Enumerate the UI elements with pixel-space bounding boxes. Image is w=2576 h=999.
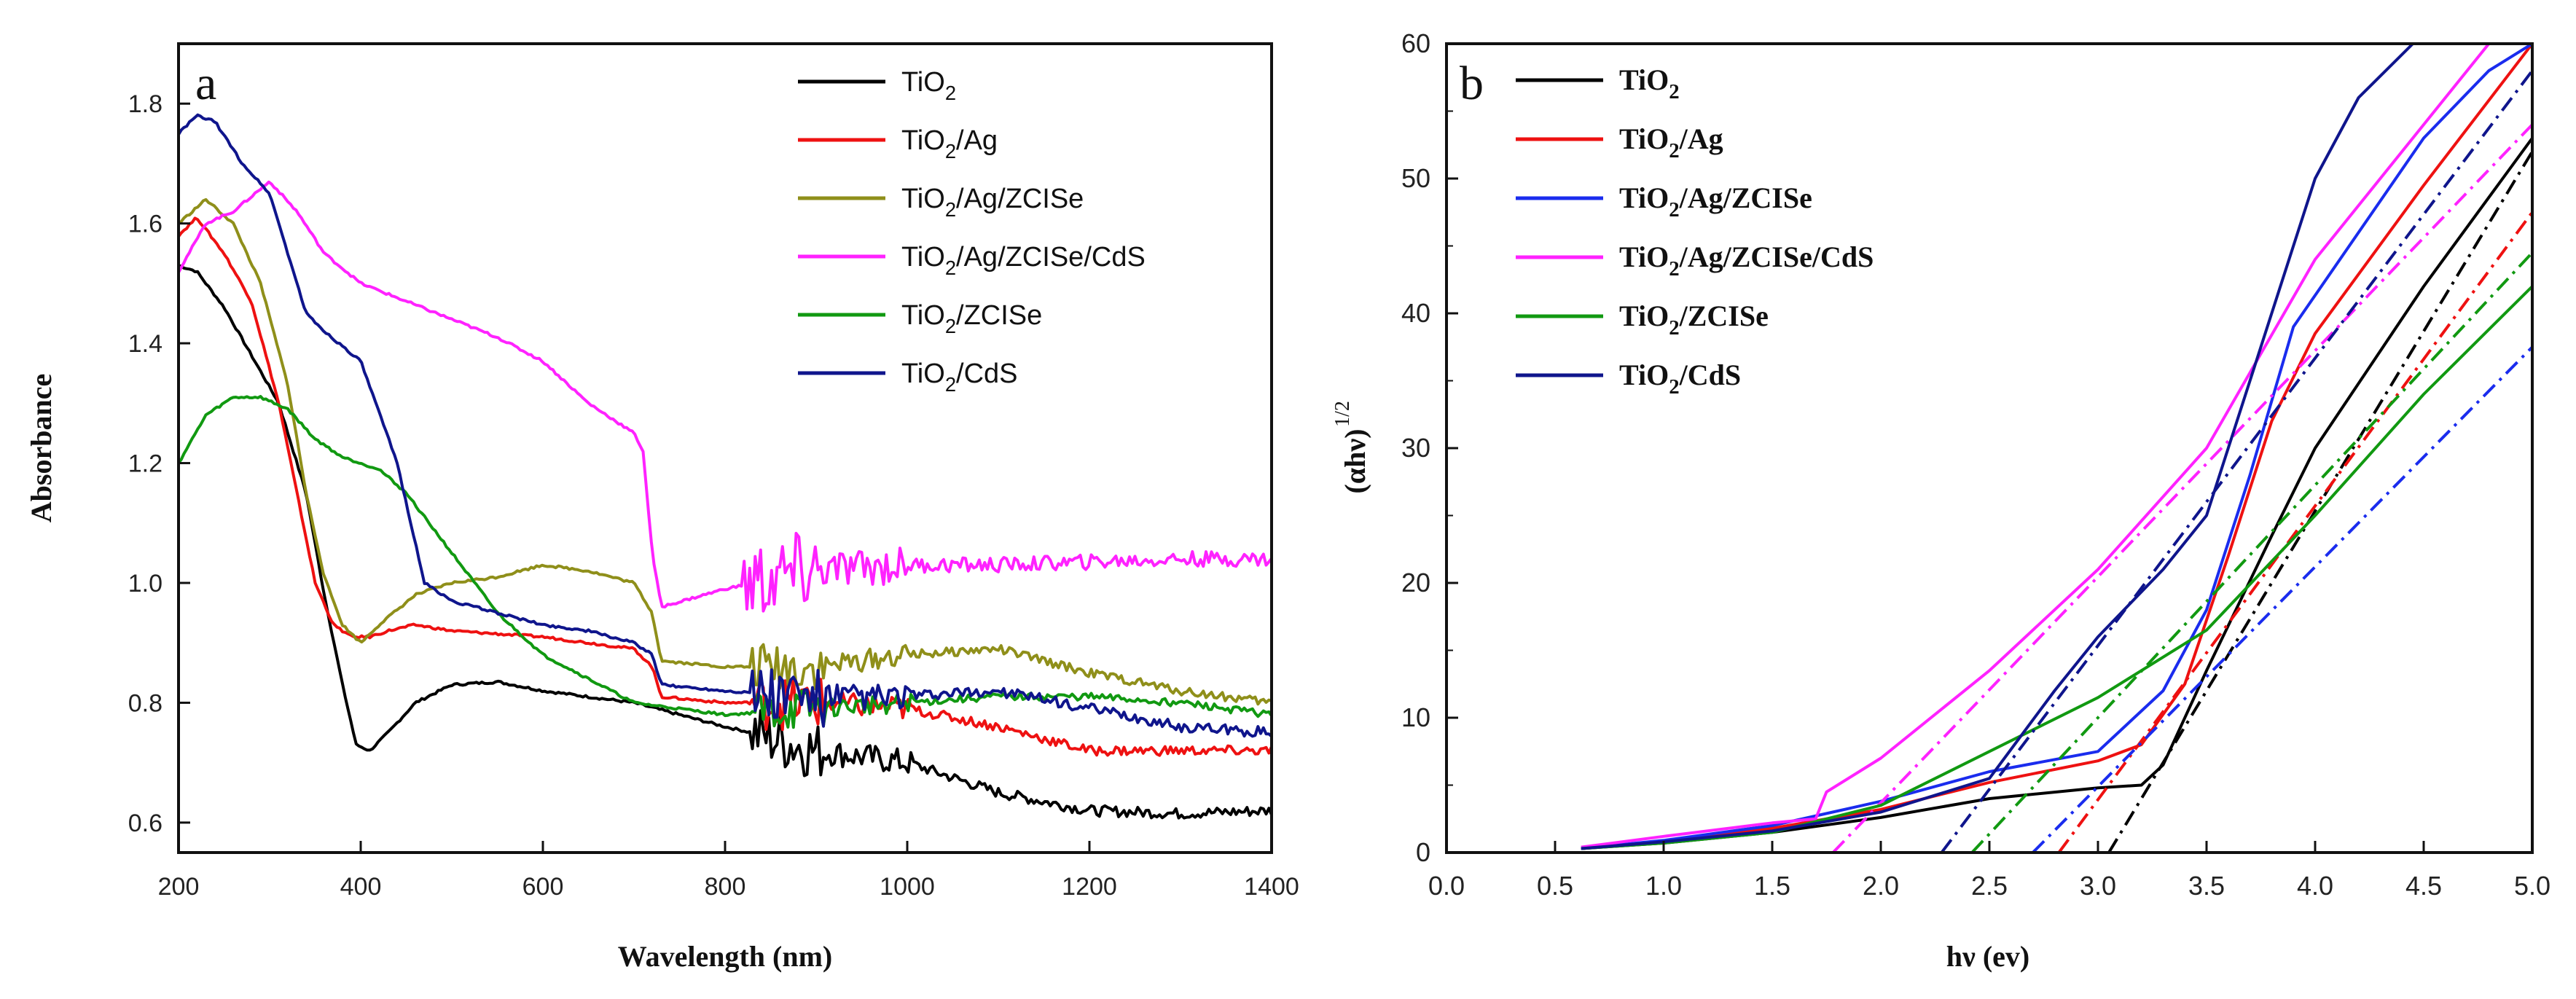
panel-a-y-tick-label-4: 1.4 <box>128 330 163 358</box>
panel-b-fit-line-tio2-ag-zcise-cds <box>1831 123 2532 853</box>
panel-b-series-line-tio2-ag <box>1581 44 2532 850</box>
panel-a-x-tick-label-4: 1000 <box>880 873 935 901</box>
panel-b-fit-line-tio2-cds <box>1940 69 2532 853</box>
panel-b-y-tick-label-6: 60 <box>1401 28 1430 58</box>
panel-b-series-line-tio2-cds <box>1581 44 2414 850</box>
panel-a-x-tick-label-5: 1200 <box>1062 873 1117 901</box>
panel-a-x-tick-label-1: 400 <box>340 873 382 901</box>
panel-b-ticks: 0.0 0.5 1.0 1.5 2.0 2.5 3.0 3.5 4.0 4.5 5.0 0 10 20 30… <box>1401 28 2550 901</box>
panel-a-legend-label-tio2-ag: TiO2/Ag <box>901 125 998 162</box>
panel-b-letter: b <box>1460 57 1484 110</box>
panel-b-y-tick-label-0: 0 <box>1416 837 1430 867</box>
panel-a-series-line-tio2-ag <box>179 216 1272 757</box>
panel-b-y-tick-label-4: 40 <box>1401 298 1430 328</box>
panel-a-legend: TiO2 TiO2/Ag TiO2/Ag/ZCISe TiO2/Ag/ZCISe/Cd… <box>798 67 1146 396</box>
panel-a-y-tick-label-0: 0.6 <box>128 810 163 837</box>
panel-a-x-tick-label-2: 600 <box>522 873 564 901</box>
panel-a-legend-label-tio2-ag-zcise-cds: TiO2/Ag/ZCISe/CdS <box>901 242 1146 279</box>
panel-b-legend-label-tio2-ag-zcise-cds: TiO2/Ag/ZCISe/CdS <box>1619 240 1874 281</box>
panel-b-fit-line-tio2-zcise <box>1970 251 2532 853</box>
panel-a-series-line-tio2-zcise <box>179 395 1272 729</box>
panel-a-legend-label-tio2-zcise: TiO2/ZCISe <box>901 300 1042 337</box>
panel-a-y-tick-label-1: 0.8 <box>128 689 163 717</box>
panel-b-x-tick-label-5: 2.5 <box>1971 871 2008 901</box>
panel-b-y-axis-title-group: (αhν) 1/2 <box>1331 401 1371 493</box>
panel-a-series-group <box>179 113 1272 820</box>
panel-b-legend-label-tio2-zcise: TiO2/ZCISe <box>1619 299 1769 340</box>
panel-b-legend-label-tio2-ag: TiO2/Ag <box>1619 122 1723 162</box>
panel-a-y-tick-label-6: 1.8 <box>128 90 163 118</box>
panel-b-x-tick-label-6: 3.0 <box>2080 871 2116 901</box>
panel-b-fit-line-tio2 <box>2107 150 2532 853</box>
panel-b-x-tick-label-8: 4.0 <box>2297 871 2333 901</box>
panel-b-x-tick-label-3: 1.5 <box>1754 871 1790 901</box>
panel-b-y-tick-label-5: 50 <box>1401 163 1430 193</box>
panel-a-x-axis-title: Wavelength (nm) <box>618 940 832 973</box>
panel-b-legend: TiO2 TiO2/Ag TiO2/Ag/ZCISe TiO2/Ag/ZCISe/Cd… <box>1516 63 1874 399</box>
panel-b-x-tick-label-1: 0.5 <box>1537 871 1573 901</box>
panel-b-plot-frame <box>1445 42 2534 854</box>
panel-b-x-axis-title: hν (ev) <box>1946 940 2030 973</box>
panel-b-x-tick-label-2: 1.0 <box>1645 871 1682 901</box>
panel-a-letter: a <box>195 57 216 110</box>
panel-b-series-line-tio2-ag-zcise <box>1581 44 2532 850</box>
panel-b-y-tick-label-1: 10 <box>1401 702 1430 732</box>
panel-a-series-line-tio2-cds <box>179 113 1272 738</box>
panel-b-legend-label-tio2-ag-zcise: TiO2/Ag/ZCISe <box>1619 181 1812 222</box>
panel-b-x-tick-label-7: 3.5 <box>2188 871 2225 901</box>
panel-b-x-tick-label-0: 0.0 <box>1428 871 1465 901</box>
panel-a-legend-label-tio2-ag-zcise: TiO2/Ag/ZCISe <box>901 184 1084 221</box>
panel-a-series-line-tio2-ag-zcise-cds <box>179 180 1272 613</box>
panel-b-x-tick-label-4: 2.0 <box>1863 871 1899 901</box>
panel-b-fit-line-tio2-ag-zcise <box>2032 345 2532 853</box>
panel-a-legend-label-tio2-cds: TiO2/CdS <box>901 359 1018 396</box>
panel-a-y-axis-title: Absorbance <box>25 374 58 522</box>
panel-a-y-tick-label-2: 1.0 <box>128 570 163 598</box>
panel-b-y-axis-superscript: 1/2 <box>1331 401 1354 427</box>
panel-a-series-line-tio2-ag-zcise <box>179 197 1272 706</box>
panel-b-legend-label-tio2-cds: TiO2/CdS <box>1619 359 1741 399</box>
panel-b-x-tick-label-10: 5.0 <box>2514 871 2550 901</box>
panel-a-plot-frame <box>177 42 1273 854</box>
panel-a-x-tick-label-3: 800 <box>705 873 746 901</box>
panel-b-x-tick-label-9: 4.5 <box>2405 871 2442 901</box>
panel-b-chart: 0.0 0.5 1.0 1.5 2.0 2.5 3.0 3.5 4.0 4.5 5.0 0 10 20 30… <box>1331 28 2550 973</box>
panel-a-chart: 200 400 600 800 1000 1200 1400 0.6 0.8 1.0 1.2 1.4 1… <box>25 42 1299 973</box>
panel-a-x-tick-label-6: 1400 <box>1244 873 1299 901</box>
panel-a-x-tick-label-0: 200 <box>158 873 200 901</box>
panel-a-ticks: 200 400 600 800 1000 1200 1400 0.6 0.8 1.0 1.2 1.4 1… <box>128 90 1299 901</box>
panel-a-y-tick-label-5: 1.6 <box>128 211 163 238</box>
panel-a-series-line-tio2 <box>179 264 1272 820</box>
panel-b-legend-label-tio2: TiO2 <box>1619 63 1680 103</box>
panel-b-series-line-tio2-ag-zcise-cds <box>1581 44 2490 849</box>
panel-b-y-axis-title: (αhν) <box>1339 428 1371 493</box>
panel-a-legend-label-tio2: TiO2 <box>901 67 956 104</box>
panel-a-y-tick-label-3: 1.2 <box>128 450 163 478</box>
panel-b-y-tick-label-3: 30 <box>1401 433 1430 463</box>
panel-b-y-tick-label-2: 20 <box>1401 568 1430 598</box>
panel-b-series-group <box>1581 44 2532 853</box>
